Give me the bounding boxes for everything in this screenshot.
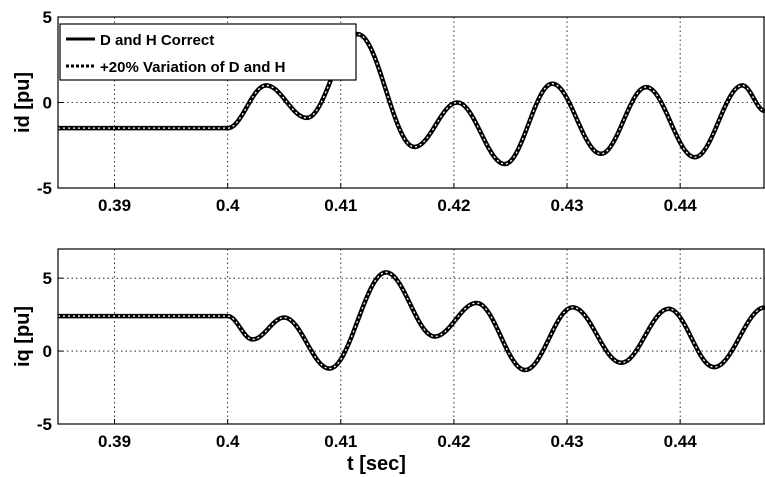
x-tick-label: 0.39 <box>98 196 131 215</box>
id-series-variation-line <box>58 33 765 165</box>
x-tick-label: 0.42 <box>437 432 470 451</box>
y-tick-label: 0 <box>43 94 52 113</box>
iq-series-variation-line <box>58 271 765 371</box>
x-tick-label: 0.4 <box>216 196 240 215</box>
x-tick-label: 0.43 <box>550 432 583 451</box>
id-y-tick-labels: -5 0 5 <box>37 8 63 198</box>
x-tick-label: 0.4 <box>216 432 240 451</box>
legend-box <box>59 23 357 81</box>
iq-series-correct-line <box>58 270 765 373</box>
iq-y-axis-label: iq [pu] <box>12 306 34 367</box>
x-axis-label: t [sec] <box>347 453 406 475</box>
y-tick-label: -5 <box>37 179 52 198</box>
y-tick-label: 0 <box>43 342 52 361</box>
iq-axes-frame <box>57 248 765 425</box>
id-subplot: 0.39 0.4 0.41 0.42 0.43 0.44 -5 0 5 id [pu] <box>12 8 765 215</box>
x-tick-label: 0.44 <box>664 432 698 451</box>
x-tick-label: 0.42 <box>437 196 470 215</box>
legend-label-variation: +20% Variation of D and H <box>100 59 285 76</box>
iq-y-tick-labels: -5 0 5 <box>37 269 63 434</box>
y-tick-label: -5 <box>37 415 52 434</box>
x-tick-label: 0.41 <box>324 432 357 451</box>
id-y-axis-label: id [pu] <box>12 72 34 133</box>
x-tick-label: 0.43 <box>550 196 583 215</box>
legend: D and H Correct +20% Variation of D and … <box>59 23 357 81</box>
x-tick-label: 0.39 <box>98 432 131 451</box>
y-tick-label: 5 <box>43 8 52 27</box>
x-tick-label: 0.41 <box>324 196 357 215</box>
legend-label-correct: D and H Correct <box>100 32 214 49</box>
iq-x-tick-labels: 0.39 0.4 0.41 0.42 0.43 0.44 <box>98 419 697 451</box>
iq-grid <box>58 249 765 425</box>
iq-subplot: 0.39 0.4 0.41 0.42 0.43 0.44 -5 0 5 iq [pu] t [… <box>12 248 765 475</box>
id-x-tick-labels: 0.39 0.4 0.41 0.42 0.43 0.44 <box>98 183 697 215</box>
y-tick-label: 5 <box>43 269 52 288</box>
x-tick-label: 0.44 <box>664 196 698 215</box>
